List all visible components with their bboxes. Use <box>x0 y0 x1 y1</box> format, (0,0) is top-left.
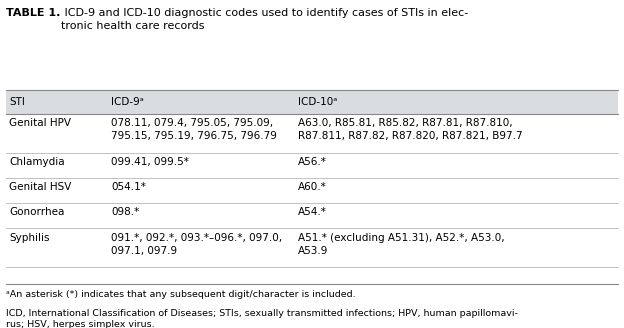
Text: A56.*: A56.* <box>298 157 327 167</box>
Bar <box>6 178 618 203</box>
Text: Gonorrhea: Gonorrhea <box>9 207 65 217</box>
Text: A63.0, R85.81, R85.82, R87.81, R87.810,
R87.811, R87.82, R87.820, R87.821, B97.7: A63.0, R85.81, R85.82, R87.81, R87.810, … <box>298 118 523 141</box>
Text: TABLE 1.: TABLE 1. <box>6 8 61 18</box>
Text: Chlamydia: Chlamydia <box>9 157 65 167</box>
Text: ICD-10ᵃ: ICD-10ᵃ <box>298 97 338 107</box>
Text: A54.*: A54.* <box>298 207 327 217</box>
Text: Genital HSV: Genital HSV <box>9 182 72 192</box>
Text: ICD-9 and ICD-10 diagnostic codes used to identify cases of STIs in elec-
tronic: ICD-9 and ICD-10 diagnostic codes used t… <box>61 8 469 31</box>
Bar <box>6 114 618 153</box>
Text: A51.* (excluding A51.31), A52.*, A53.0,
A53.9: A51.* (excluding A51.31), A52.*, A53.0, … <box>298 233 505 256</box>
Text: 091.*, 092.*, 093.*–096.*, 097.0,
097.1, 097.9: 091.*, 092.*, 093.*–096.*, 097.0, 097.1,… <box>111 233 282 256</box>
Text: ᵃAn asterisk (*) indicates that any subsequent digit/character is included.: ᵃAn asterisk (*) indicates that any subs… <box>6 290 356 298</box>
Bar <box>6 203 618 228</box>
Text: Genital HPV: Genital HPV <box>9 118 71 128</box>
Text: Syphilis: Syphilis <box>9 233 50 242</box>
Text: 054.1*: 054.1* <box>111 182 146 192</box>
Text: A60.*: A60.* <box>298 182 327 192</box>
Text: 099.41, 099.5*: 099.41, 099.5* <box>111 157 189 167</box>
Text: STI: STI <box>9 97 25 107</box>
Bar <box>6 228 618 267</box>
Text: ICD, International Classification of Diseases; STIs, sexually transmitted infect: ICD, International Classification of Dis… <box>6 309 518 328</box>
Text: 078.11, 079.4, 795.05, 795.09,
795.15, 795.19, 796.75, 796.79: 078.11, 079.4, 795.05, 795.09, 795.15, 7… <box>111 118 277 141</box>
Bar <box>6 153 618 178</box>
Bar <box>6 90 618 114</box>
Text: ICD-9ᵃ: ICD-9ᵃ <box>111 97 144 107</box>
Text: 098.*: 098.* <box>111 207 139 217</box>
